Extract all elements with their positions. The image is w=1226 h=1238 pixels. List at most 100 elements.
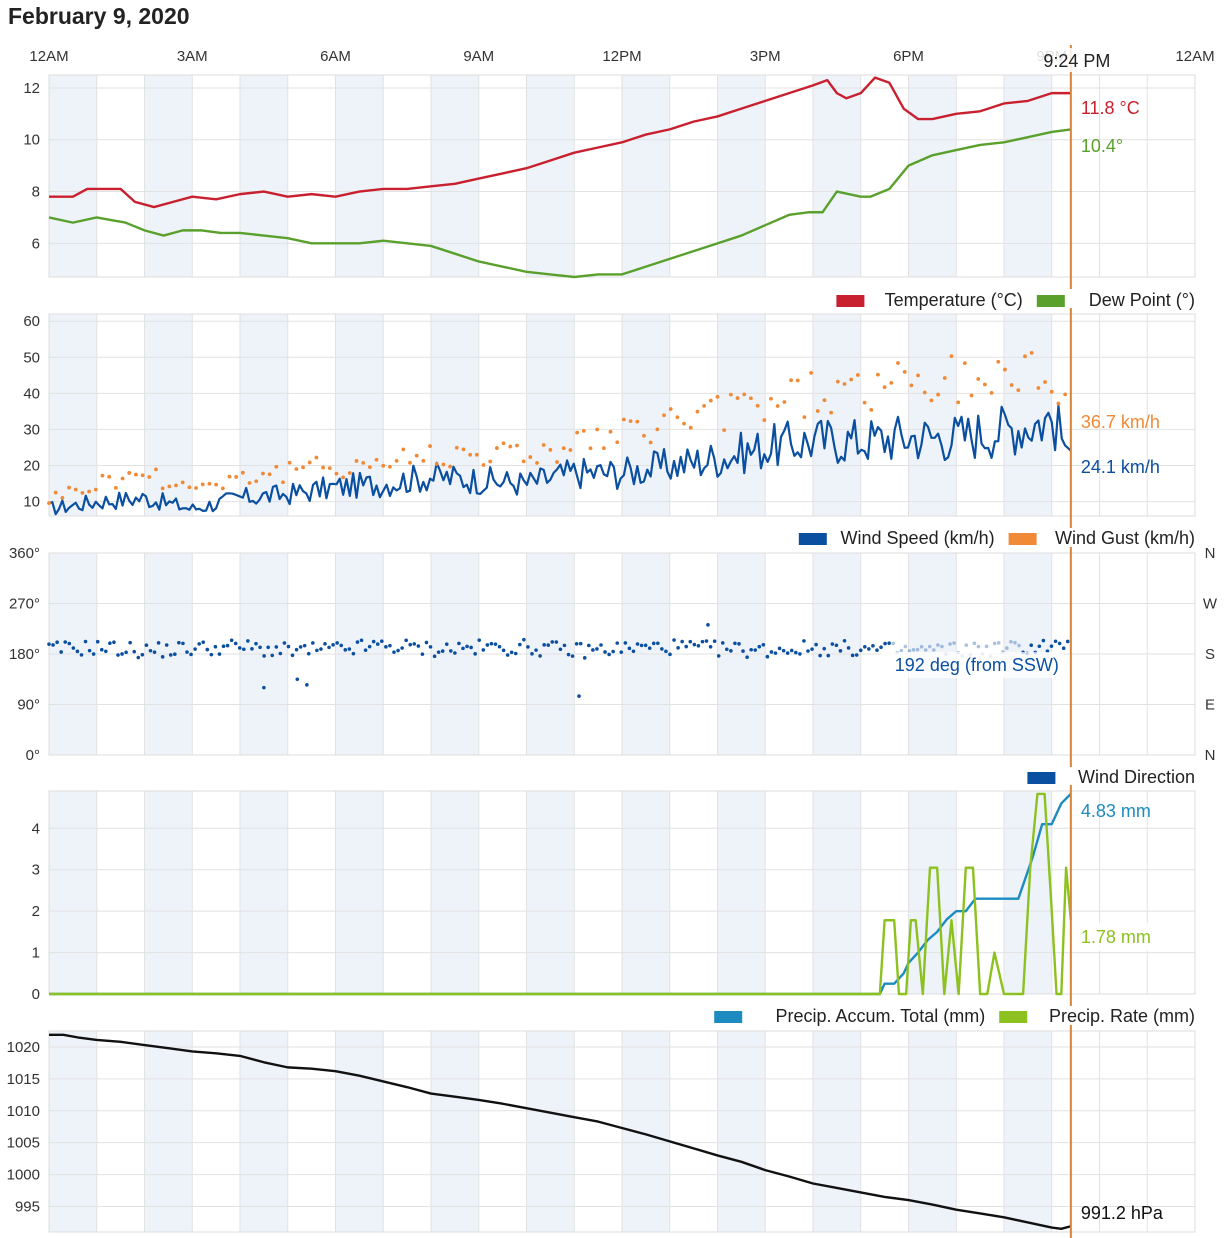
wind-gust-point [936, 392, 941, 397]
hour-band [431, 791, 479, 994]
wind-gust-point [307, 460, 312, 465]
y-tick-label: 50 [23, 349, 40, 366]
hour-band [908, 791, 957, 994]
wind-speed-line [48, 404, 1072, 516]
wind-direction-point [193, 647, 197, 651]
hour-band [813, 75, 861, 277]
wind-gust-point [849, 377, 854, 382]
wind-direction-point [546, 643, 551, 647]
wind-direction-point [225, 643, 230, 648]
wind-direction-point [509, 650, 514, 655]
wind-gust-point [408, 460, 412, 465]
wind-gust-point [962, 361, 967, 366]
wind-direction-point [834, 643, 839, 648]
wind-direction-point [298, 645, 303, 649]
y-tick-label: 1020 [7, 1039, 40, 1056]
wind-gust-point [929, 398, 934, 403]
wind-direction-point [108, 641, 112, 646]
wind-direction-point [785, 651, 790, 655]
wind-direction-point [384, 645, 388, 649]
wind-direction-point [680, 639, 684, 644]
hour-band [717, 75, 766, 277]
wind-direction-point [181, 641, 185, 646]
wind-gust-point [394, 458, 399, 463]
wind-direction-point [305, 683, 309, 687]
wind-direction-point [725, 647, 729, 652]
wind-direction-point [400, 646, 404, 650]
wind-gust-point [434, 462, 439, 466]
wind-direction-point [132, 649, 137, 654]
label-backdrop [1035, 48, 1116, 72]
wind-direction-point [315, 648, 319, 653]
wind-gust-point [347, 471, 352, 475]
wind-gust-point [922, 390, 927, 395]
hour-band [144, 75, 193, 277]
wind-gust-point [802, 415, 807, 419]
wind-gust-point [622, 417, 626, 422]
wind-direction-point [59, 650, 63, 654]
x-tick-label: 12PM [602, 48, 641, 65]
wind-direction-point [570, 654, 575, 658]
wind-gust-point [421, 458, 426, 463]
wind-direction-point [729, 649, 733, 653]
y-tick-label: 180° [9, 646, 40, 663]
wind-direction-point [343, 648, 348, 652]
legend-label: Wind Speed (km/h) [841, 528, 995, 548]
wind-direction-point [802, 639, 806, 643]
legend-swatch [1036, 295, 1065, 307]
wind-gust-point [341, 475, 346, 480]
wind-gust-point [675, 415, 680, 420]
wind-gust-point [722, 428, 727, 433]
wind-direction-point [577, 694, 581, 698]
wind-direction-point [420, 652, 425, 656]
wind-direction-point [903, 644, 908, 649]
current-time-label: 9:24 PM [1043, 51, 1110, 71]
wind-gust-point [67, 485, 71, 490]
wind-direction-point [716, 654, 721, 658]
wind-direction-point [477, 638, 482, 642]
wind-gust-point [615, 440, 620, 445]
wind-direction-point [120, 652, 124, 656]
wind-gust-point [200, 482, 205, 487]
wind-gust-point [1036, 386, 1041, 390]
wind-gust-point [508, 444, 513, 449]
wind-gust-point [949, 354, 954, 359]
wind-direction-point [91, 652, 96, 656]
wind-direction-point [522, 637, 526, 642]
plot-frame [48, 313, 1196, 517]
x-tick-label: 3AM [177, 48, 208, 65]
wind-direction-point [741, 649, 745, 653]
wind-direction-point [408, 642, 413, 647]
wind-direction-point [720, 641, 725, 645]
wind-direction-point [205, 647, 210, 652]
wind-direction-point [144, 643, 149, 647]
wind-gust-point [575, 430, 580, 435]
wind-gust-point [842, 382, 847, 386]
wind-gust-point [381, 463, 386, 468]
wind-gust-point [942, 376, 947, 380]
wind-gust-point [909, 383, 914, 388]
wind-direction-point [242, 647, 246, 652]
plot-frame [48, 74, 1196, 278]
wind-direction-point [197, 642, 201, 646]
y-tick-label: 20 [23, 458, 40, 475]
y-tick-label: 40 [23, 385, 40, 402]
wind-gust-point [688, 425, 693, 430]
wind-direction-point [497, 644, 502, 649]
hour-band [1004, 75, 1052, 277]
wind-direction-point [363, 648, 368, 652]
wind-direction-point [867, 647, 871, 651]
wind-gust-point [588, 446, 593, 451]
temperature-value-label: 11.8 °C [1081, 98, 1140, 118]
wind-gust-point [488, 459, 493, 464]
wind-gust-point [855, 373, 860, 377]
wind-direction-point [777, 646, 782, 651]
y-tick-label: 12 [23, 80, 40, 97]
wind-direction-point [992, 641, 997, 646]
wind-direction-point [136, 655, 141, 660]
wind-direction-point [189, 652, 193, 657]
legend-label: Precip. Accum. Total (mm) [775, 1006, 985, 1026]
wind-direction-point [396, 648, 400, 653]
wind-direction-point [846, 646, 851, 650]
wind-gust-point [388, 464, 392, 469]
